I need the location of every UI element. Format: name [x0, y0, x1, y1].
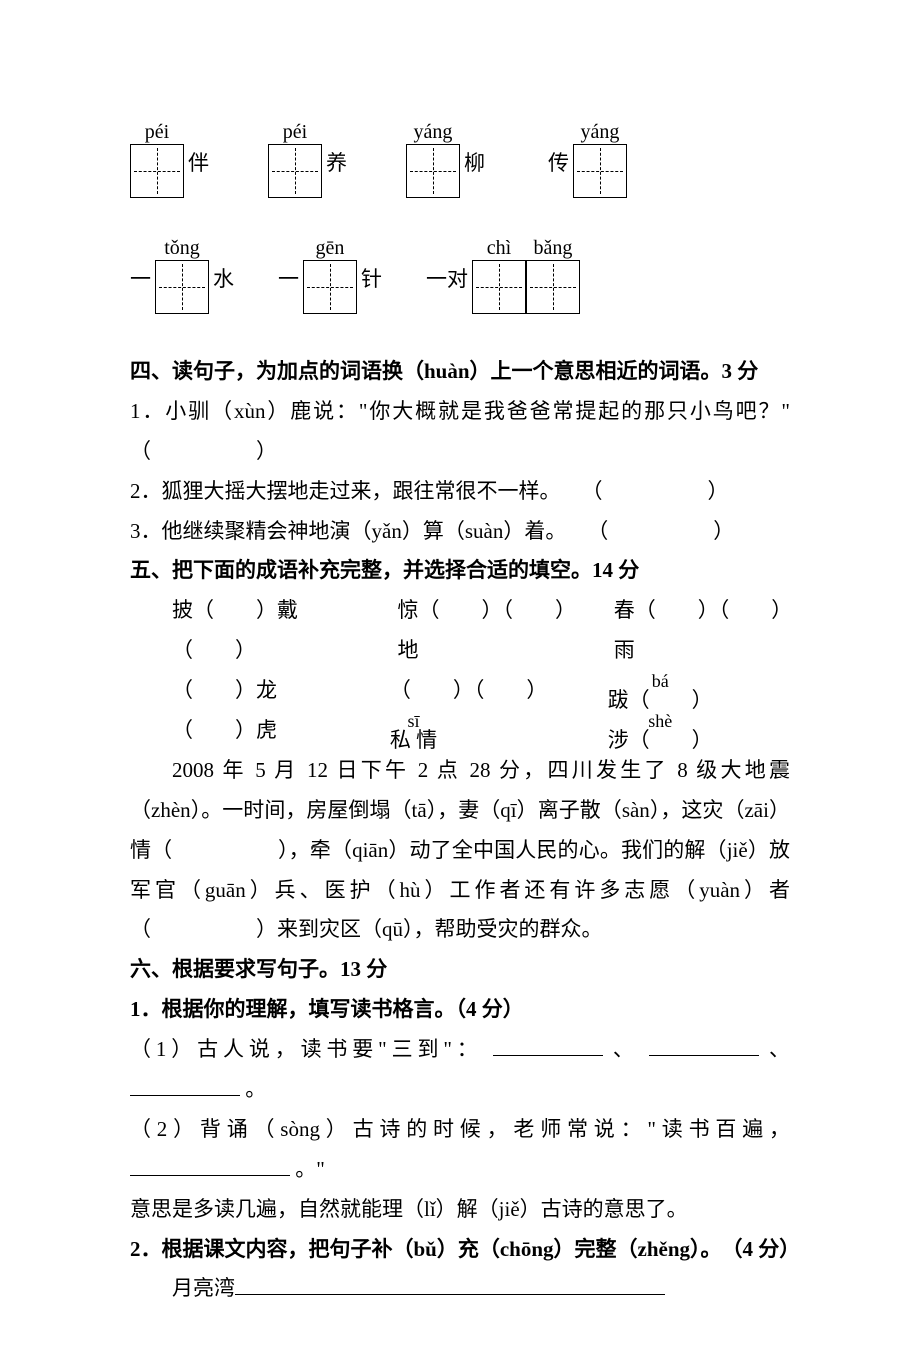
given-char: 传 [544, 144, 573, 198]
section-5-heading: 五、把下面的成语补充完整，并选择合适的填空。14 分 [130, 551, 790, 591]
given-char: 针 [357, 260, 386, 314]
s6-sub1: 1．根据你的理解，填写读书格言。（4 分） [130, 990, 790, 1030]
tianzi-box[interactable] [526, 260, 580, 314]
given-char: 伴 [184, 144, 213, 198]
s6-q2: （2）背诵（sòng）古诗的时候，老师常说："读书百遍， 。" [130, 1110, 790, 1190]
idiom-3: 春（ ）（ ）雨 [614, 591, 790, 671]
tianzi-box[interactable] [472, 260, 526, 314]
idiom-2: 惊（ ）（ ）地 [398, 591, 574, 671]
tianzi-unit: 一对 chì bǎng [426, 236, 580, 314]
pinyin-label: chì [487, 236, 511, 260]
tianzi-unit: 一 gēn 针 [278, 236, 386, 314]
tianzi-unit: 传 yáng [544, 120, 627, 198]
blank-line[interactable] [130, 1154, 290, 1176]
tianzi-row-1: péi 伴 péi 养 yáng 柳 传 yáng [130, 120, 790, 198]
idiom-row-2: （ ）龙（ ）虎 （ ）（ ） sī私 情 bá跋（ ） shè涉（ ） [172, 671, 790, 751]
idiom-5: （ ）（ ） sī私 情 [390, 671, 568, 751]
tianzi-box[interactable] [130, 144, 184, 198]
tianzi-unit: 一 tǒng 水 [130, 236, 238, 314]
pinyin-label: péi [145, 120, 169, 144]
idiom-1: 披（ ）戴（ ） [172, 591, 358, 671]
given-char: 养 [322, 144, 351, 198]
blank-line[interactable] [130, 1074, 240, 1096]
section-4-heading: 四、读句子，为加点的词语换（huàn）上一个意思相近的词语。3 分 [130, 352, 790, 392]
tianzi-box[interactable] [268, 144, 322, 198]
blank-line[interactable] [649, 1034, 759, 1056]
tianzi-box[interactable] [573, 144, 627, 198]
pinyin-label: yáng [581, 120, 620, 144]
idiom-4: （ ）龙（ ）虎 [172, 671, 350, 751]
prefix-char: 一对 [426, 260, 472, 314]
pinyin-label: bǎng [534, 236, 573, 260]
tianzi-unit: péi 伴 [130, 120, 213, 198]
s6-q1: （1）古人说，读书要"三到"： 、 、 。 [130, 1030, 790, 1110]
pinyin-label: yáng [414, 120, 453, 144]
prefix-char: 一 [130, 260, 155, 314]
tianzi-box[interactable] [303, 260, 357, 314]
worksheet-page: péi 伴 péi 养 yáng 柳 传 yáng [0, 0, 920, 1369]
pinyin-label: gēn [316, 236, 345, 260]
given-char: 水 [209, 260, 238, 314]
tianzi-unit: yáng 柳 [406, 120, 489, 198]
idiom-row-1: 披（ ）戴（ ） 惊（ ）（ ）地 春（ ）（ ）雨 [172, 591, 790, 671]
section-6-heading: 六、根据要求写句子。13 分 [130, 950, 790, 990]
tianzi-box[interactable] [406, 144, 460, 198]
s4-q3: 3．他继续聚精会神地演（yǎn）算（suàn）着。 （ ） [130, 512, 790, 552]
given-char: 柳 [460, 144, 489, 198]
s6-sub2: 2．根据课文内容，把句子补（bǔ）充（chōng）完整（zhěng）。 （4 分… [130, 1230, 790, 1270]
pinyin-label: péi [283, 120, 307, 144]
tianzi-unit: péi 养 [268, 120, 351, 198]
idiom-6: bá跋（ ） shè涉（ ） [608, 671, 790, 751]
blank-line[interactable] [493, 1034, 603, 1056]
blank-line[interactable] [235, 1273, 665, 1295]
tianzi-box[interactable] [155, 260, 209, 314]
tianzi-row-2: 一 tǒng 水 一 gēn 针 一对 chì bǎng [130, 236, 790, 314]
pinyin-label: tǒng [164, 236, 200, 260]
s4-q2: 2．狐狸大摇大摆地走过来，跟往常很不一样。 （ ） [130, 472, 790, 512]
s6-q3: 月亮湾 [130, 1269, 790, 1309]
prefix-char: 一 [278, 260, 303, 314]
s6-q2-cont: 意思是多读几遍，自然就能理（lǐ）解（jiě）古诗的意思了。 [130, 1190, 790, 1230]
s4-q1: 1．小驯（xùn）鹿说："你大概就是我爸爸常提起的那只小鸟吧？" （ ） [130, 392, 790, 472]
s5-passage: 2008 年 5 月 12 日下午 2 点 28 分，四川发生了 8 级大地震（… [130, 751, 790, 950]
